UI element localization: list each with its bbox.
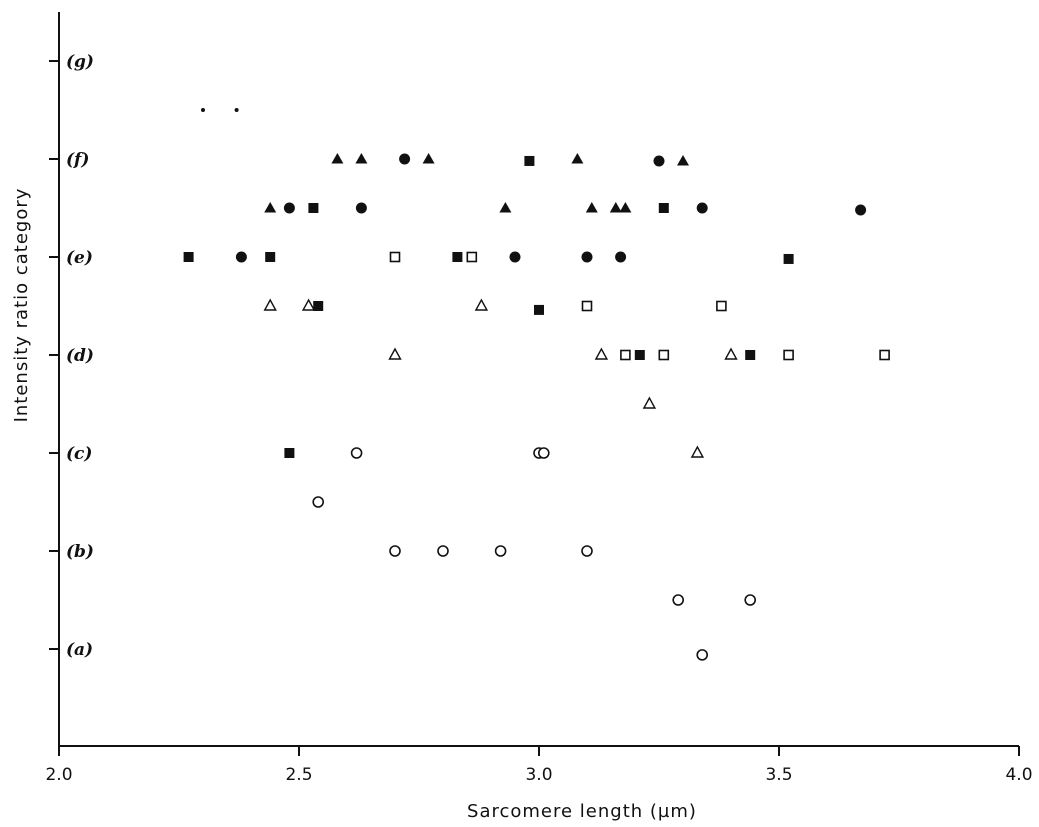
open-square-point [620,349,631,361]
open-triangle-point [388,347,402,360]
y-tick-label: (g) [66,52,94,72]
open-square-point [658,349,670,361]
filled-triangle-point [571,153,584,164]
open-square-point [466,251,478,263]
filled-square-point [524,155,535,166]
data-points [183,108,890,661]
filled-triangle-point [264,202,277,213]
open-triangle-point [642,396,657,409]
small-dot-point [234,108,239,112]
y-tick-label: (b) [66,542,94,562]
open-square-point [716,300,727,312]
open-circle-point [537,447,550,459]
filled-circle-point [855,204,867,216]
open-circle-point [581,545,593,557]
open-square-point [783,349,794,361]
y-tick-label: (e) [66,248,93,268]
x-tick-label: 2.0 [45,765,72,785]
open-circle-point [389,545,401,557]
open-circle-point [672,594,685,606]
x-tick-label: 3.0 [525,765,552,785]
y-tick-label: (c) [66,444,92,464]
filled-circle-point [581,251,593,263]
y-tick-label: (d) [66,346,94,366]
open-circle-point [696,649,709,661]
filled-square-point [534,304,544,315]
open-square-point [879,349,890,361]
filled-circle-point [615,251,627,263]
y-axis-title: Intensity ratio category [11,188,32,423]
filled-square-point [308,203,319,213]
open-triangle-point [301,298,316,311]
open-triangle-point [724,347,738,360]
filled-circle-point [355,202,367,214]
filled-square-point [658,203,669,213]
open-square-point [389,251,401,263]
open-circle-point [437,545,449,557]
filled-square-point [783,253,794,264]
open-circle-point [350,447,363,459]
filled-triangle-point [609,202,622,213]
filled-circle-point [399,153,411,165]
open-square-point [581,300,593,312]
open-circle-point [494,545,507,557]
filled-square-point [265,252,276,262]
filled-triangle-point [677,154,689,166]
filled-square-point [284,448,295,458]
open-triangle-point [474,298,489,311]
small-dot-point [201,108,205,112]
y-tick-label: (f) [66,150,89,170]
open-triangle-point [594,347,609,360]
x-tick-label: 3.5 [765,765,792,785]
filled-square-point [745,350,756,360]
open-triangle-point [690,445,705,458]
filled-circle-point [696,202,708,214]
filled-circle-point [235,251,247,263]
x-tick-label: 4.0 [1005,765,1032,785]
open-triangle-point [263,298,277,311]
filled-triangle-point [331,153,344,164]
filled-square-point [634,350,645,360]
filled-square-point [183,252,194,262]
filled-triangle-point [422,153,435,164]
open-circle-point [312,496,325,508]
filled-circle-point [283,202,295,214]
filled-triangle-point [619,202,632,213]
filled-triangle-point [585,202,598,213]
filled-circle-point [509,251,521,263]
filled-square-point [313,301,324,311]
filled-square-point [452,252,463,262]
x-axis-title: Sarcomere length (µm) [467,801,697,822]
y-tick-label: (a) [66,640,93,660]
filled-triangle-point [499,202,512,213]
y-tick-group: (a) (b) (c) (d) (e) (f) (g) [49,52,94,660]
filled-circle-point [653,155,665,167]
x-tick-group: 2.0 2.5 3.0 3.5 4.0 [45,746,1033,785]
filled-triangle-point [355,153,368,164]
x-tick-label: 2.5 [285,765,312,785]
axes [58,12,1019,747]
open-circle-point [744,594,757,606]
